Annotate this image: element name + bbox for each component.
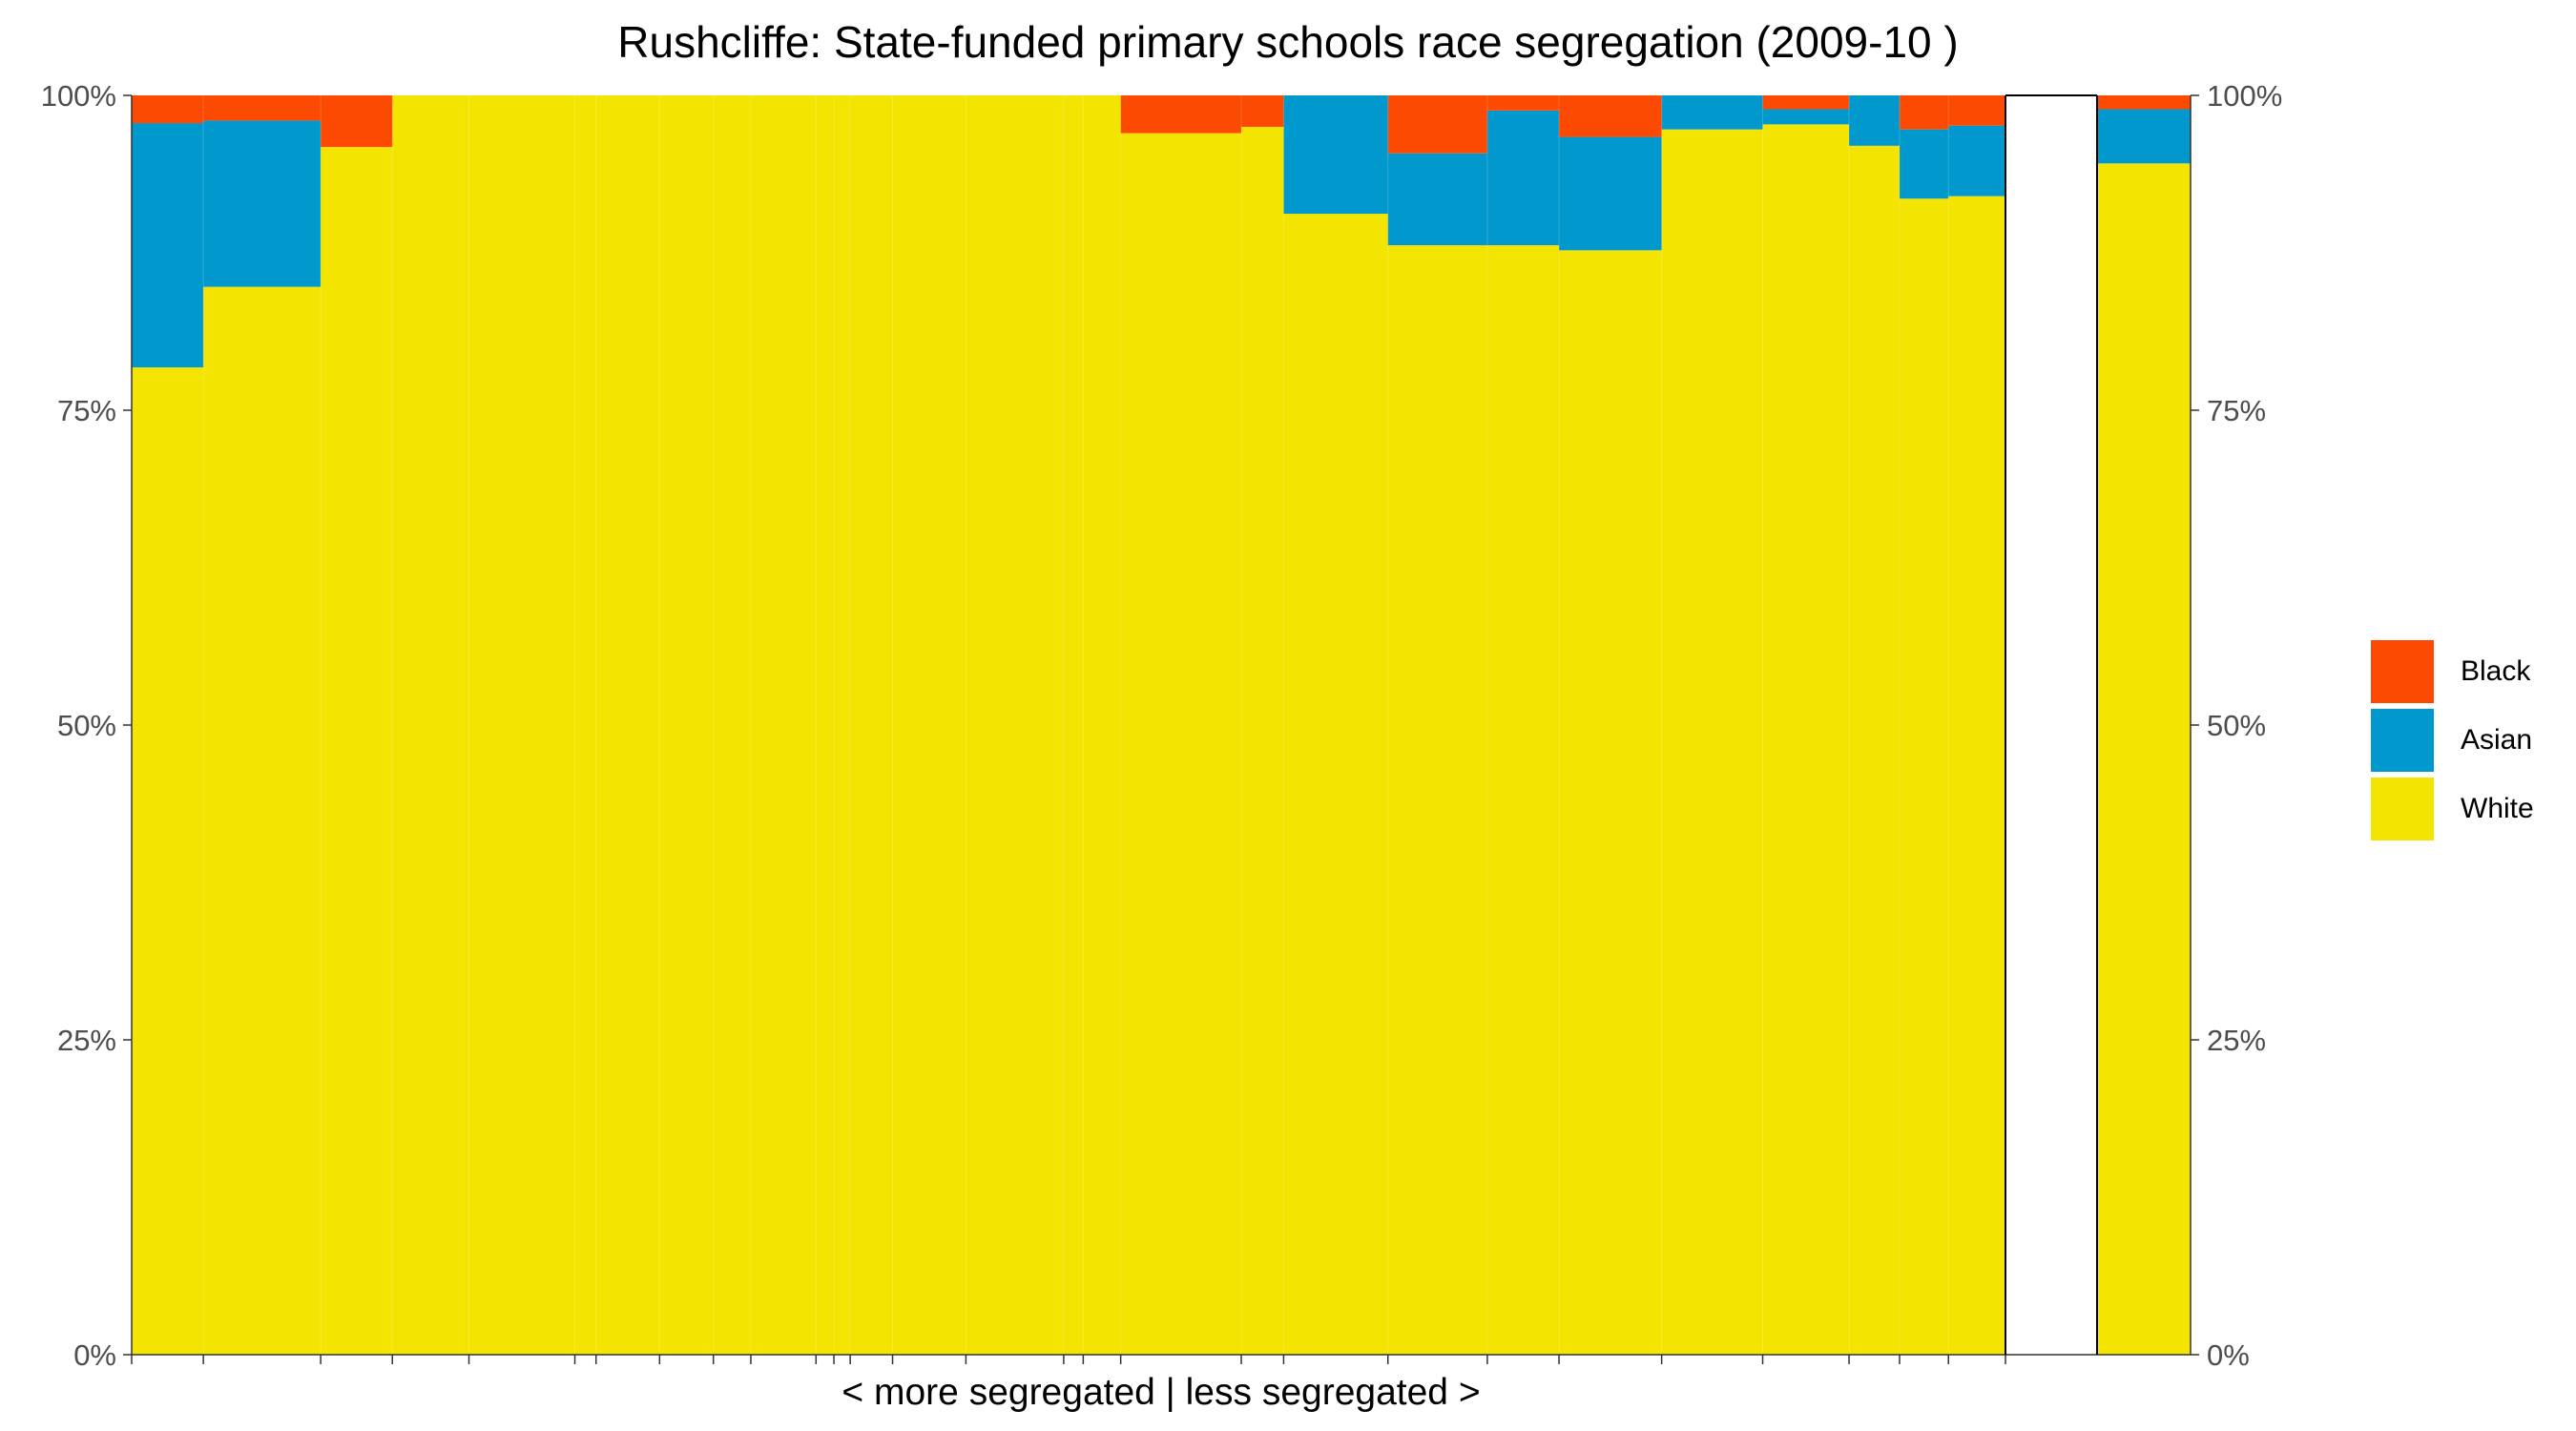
- y-tick-label-right: 50%: [2207, 709, 2266, 742]
- bar-white-school-10: [750, 95, 817, 1355]
- legend-label-white: White: [2461, 793, 2534, 824]
- y-tick-label-left: 25%: [57, 1024, 116, 1057]
- y-tick-label-right: 25%: [2207, 1024, 2266, 1057]
- bar-asian-school-26: [1849, 95, 1901, 146]
- bars-layer: [132, 95, 2191, 1356]
- bar-black-school-21: [1387, 95, 1488, 154]
- bar-white-school-3: [321, 147, 393, 1355]
- bar-white-school-7: [595, 95, 660, 1355]
- bar-white-school-24: [1661, 129, 1764, 1355]
- bar-black-school-25: [1762, 95, 1850, 110]
- bar-asian-school-1: [132, 123, 204, 368]
- x-axis-label: < more segregated | less segregated >: [841, 1372, 1480, 1413]
- bar-white-school-14: [892, 95, 966, 1355]
- bar-asian-school-27: [1899, 129, 1949, 199]
- y-tick-label-left: 0%: [73, 1338, 116, 1372]
- bar-white-school-2: [203, 286, 322, 1355]
- legend-label-asian: Asian: [2461, 724, 2533, 756]
- legend-item-asian: Asian: [2371, 706, 2534, 775]
- bar-asian-school-23: [1559, 136, 1663, 251]
- bar-black-overall: [2097, 95, 2191, 110]
- bar-white-school-28: [1948, 196, 2006, 1356]
- bar-asian-school-21: [1387, 153, 1488, 246]
- bar-white-school-11: [816, 95, 835, 1355]
- bar-white-school-1: [132, 367, 204, 1355]
- bar-asian-school-25: [1762, 109, 1850, 125]
- y-tick-label-right: 0%: [2207, 1338, 2250, 1372]
- bar-black-school-22: [1486, 95, 1560, 111]
- y-tick-label-left: 75%: [57, 394, 116, 427]
- bar-white-school-13: [850, 95, 894, 1355]
- bar-white-school-15: [966, 95, 1065, 1355]
- bar-black-school-19: [1241, 95, 1285, 127]
- bar-asian-overall: [2097, 109, 2191, 164]
- legend-swatch-asian: [2371, 709, 2434, 772]
- legend: Black Asian White: [2371, 637, 2534, 843]
- bar-white-school-12: [834, 95, 851, 1355]
- bar-asian-school-24: [1661, 95, 1764, 130]
- bar-black-school-23: [1559, 95, 1663, 137]
- bar-white-school-6: [574, 95, 597, 1355]
- bar-white-school-20: [1283, 214, 1389, 1356]
- bar-white-school-18: [1120, 133, 1242, 1356]
- bar-asian-school-28: [1948, 125, 2006, 197]
- bar-white-school-17: [1083, 95, 1122, 1355]
- bar-white-school-25: [1762, 124, 1850, 1356]
- bar-white-school-22: [1486, 245, 1560, 1356]
- bar-white-school-8: [659, 95, 715, 1355]
- bar-white-school-19: [1241, 127, 1285, 1355]
- y-tick-label-left: 50%: [57, 709, 116, 742]
- legend-swatch-black: [2371, 640, 2434, 703]
- bar-white-school-9: [713, 95, 752, 1355]
- bar-white-school-27: [1899, 198, 1949, 1356]
- bar-white-school-5: [468, 95, 576, 1355]
- y-tick-label-right: 75%: [2207, 394, 2266, 427]
- legend-swatch-white: [2371, 778, 2434, 840]
- bar-white-school-23: [1559, 250, 1663, 1355]
- bar-black-school-27: [1899, 95, 1949, 130]
- chart-title: Rushcliffe: State-funded primary schools…: [617, 17, 1959, 67]
- bar-black-school-18: [1120, 95, 1242, 134]
- bar-black-school-1: [132, 95, 204, 124]
- y-tick-label-right: 100%: [2207, 79, 2282, 113]
- y-tick-label-left: 100%: [41, 79, 116, 113]
- bar-white-school-16: [1063, 95, 1084, 1355]
- legend-item-white: White: [2371, 775, 2534, 843]
- bar-white-overall: [2097, 163, 2191, 1355]
- bar-white-school-26: [1849, 145, 1901, 1355]
- bar-black-school-28: [1948, 95, 2006, 126]
- bar-asian-school-20: [1283, 95, 1389, 215]
- bar-asian-school-22: [1486, 110, 1560, 246]
- bar-black-school-2: [203, 95, 322, 121]
- bar-white-school-21: [1387, 245, 1488, 1356]
- legend-item-black: Black: [2371, 637, 2534, 706]
- axes-layer: 0% 0% 25% 25% 50% 50% 75% 75% 100% 100%: [41, 79, 2283, 1372]
- bar-black-school-3: [321, 95, 393, 148]
- bar-white-school-4: [392, 95, 470, 1355]
- bar-asian-school-2: [203, 120, 322, 287]
- legend-label-black: Black: [2461, 655, 2531, 687]
